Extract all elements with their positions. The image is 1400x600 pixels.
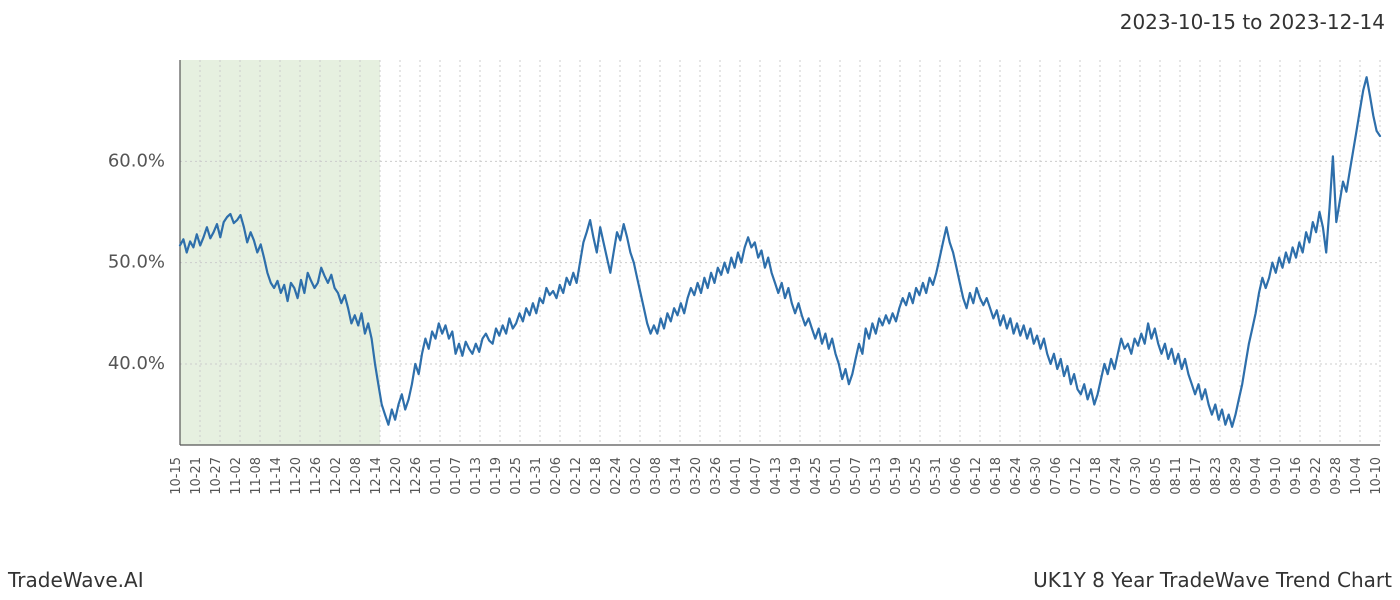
xtick-label: 11-08	[249, 457, 264, 495]
xtick-label: 03-26	[709, 457, 724, 495]
xtick-label: 07-18	[1089, 457, 1104, 495]
xtick-label: 08-11	[1169, 457, 1184, 495]
xtick-label: 08-05	[1149, 457, 1164, 495]
xtick-label: 11-02	[229, 457, 244, 495]
xtick-label: 09-22	[1309, 457, 1324, 495]
xtick-label: 06-18	[989, 457, 1004, 495]
xtick-label: 02-18	[589, 457, 604, 495]
xtick-label: 03-20	[689, 457, 704, 495]
xtick-label: 12-02	[329, 457, 344, 495]
xtick-label: 12-14	[369, 457, 384, 495]
xtick-label: 09-04	[1249, 457, 1264, 495]
ytick-label: 50.0%	[108, 252, 165, 273]
xtick-label: 07-12	[1069, 457, 1084, 495]
xtick-label: 11-20	[289, 457, 304, 495]
xtick-label: 10-21	[189, 457, 204, 495]
chart-svg: 40.0% 50.0% 60.0% 10-15 10-21 10-27 11-02 11-08…	[0, 0, 1400, 600]
xtick-label: 06-06	[949, 457, 964, 495]
xtick-label: 01-01	[429, 457, 444, 495]
xtick-label: 09-28	[1329, 457, 1344, 495]
xtick-label: 12-26	[409, 457, 424, 495]
xtick-label: 05-19	[889, 457, 904, 495]
xtick-label: 10-15	[169, 457, 184, 495]
xtick-label: 05-25	[909, 457, 924, 495]
xtick-label: 04-13	[769, 457, 784, 495]
xtick-label: 08-17	[1189, 457, 1204, 495]
xtick-label: 07-06	[1049, 457, 1064, 495]
highlight-band	[180, 60, 380, 445]
xtick-label: 11-26	[309, 457, 324, 495]
xtick-label: 12-20	[389, 457, 404, 495]
xtick-label: 08-29	[1229, 457, 1244, 495]
xtick-label: 11-14	[269, 457, 284, 495]
xtick-label: 03-02	[629, 457, 644, 495]
xtick-label: 12-08	[349, 457, 364, 495]
xtick-label: 08-23	[1209, 457, 1224, 495]
footer-brand: TradeWave.AI	[8, 568, 144, 592]
xtick-label: 10-04	[1349, 457, 1364, 495]
ytick-label: 60.0%	[108, 150, 165, 171]
xtick-label: 05-07	[849, 457, 864, 495]
xtick-label: 09-16	[1289, 457, 1304, 495]
xtick-label: 06-30	[1029, 457, 1044, 495]
xtick-label: 09-10	[1269, 457, 1284, 495]
xtick-label: 01-25	[509, 457, 524, 495]
xtick-label: 01-19	[489, 457, 504, 495]
xtick-label: 07-24	[1109, 457, 1124, 495]
xtick-label: 01-31	[529, 457, 544, 495]
xtick-label: 02-24	[609, 457, 624, 495]
xtick-label: 04-01	[729, 457, 744, 495]
xtick-label: 02-12	[569, 457, 584, 495]
xtick-label: 04-07	[749, 457, 764, 495]
xtick-label: 03-14	[669, 457, 684, 495]
xtick-label: 03-08	[649, 457, 664, 495]
xtick-label: 02-06	[549, 457, 564, 495]
xtick-label: 01-13	[469, 457, 484, 495]
xtick-label: 06-24	[1009, 457, 1024, 495]
footer-title: UK1Y 8 Year TradeWave Trend Chart	[1033, 568, 1392, 592]
xtick-label: 07-30	[1129, 457, 1144, 495]
xtick-label: 10-10	[1369, 457, 1384, 495]
chart-container: 2023-10-15 to 2023-12-14 40.0%50.0%60.0%…	[0, 0, 1400, 600]
xtick-label: 10-27	[209, 457, 224, 495]
xtick-label: 04-19	[789, 457, 804, 495]
xtick-label: 05-13	[869, 457, 884, 495]
xtick-label: 05-01	[829, 457, 844, 495]
ytick-label: 40.0%	[108, 353, 165, 374]
xtick-label: 05-31	[929, 457, 944, 495]
xtick-label: 06-12	[969, 457, 984, 495]
xtick-label: 01-07	[449, 457, 464, 495]
xtick-label: 04-25	[809, 457, 824, 495]
